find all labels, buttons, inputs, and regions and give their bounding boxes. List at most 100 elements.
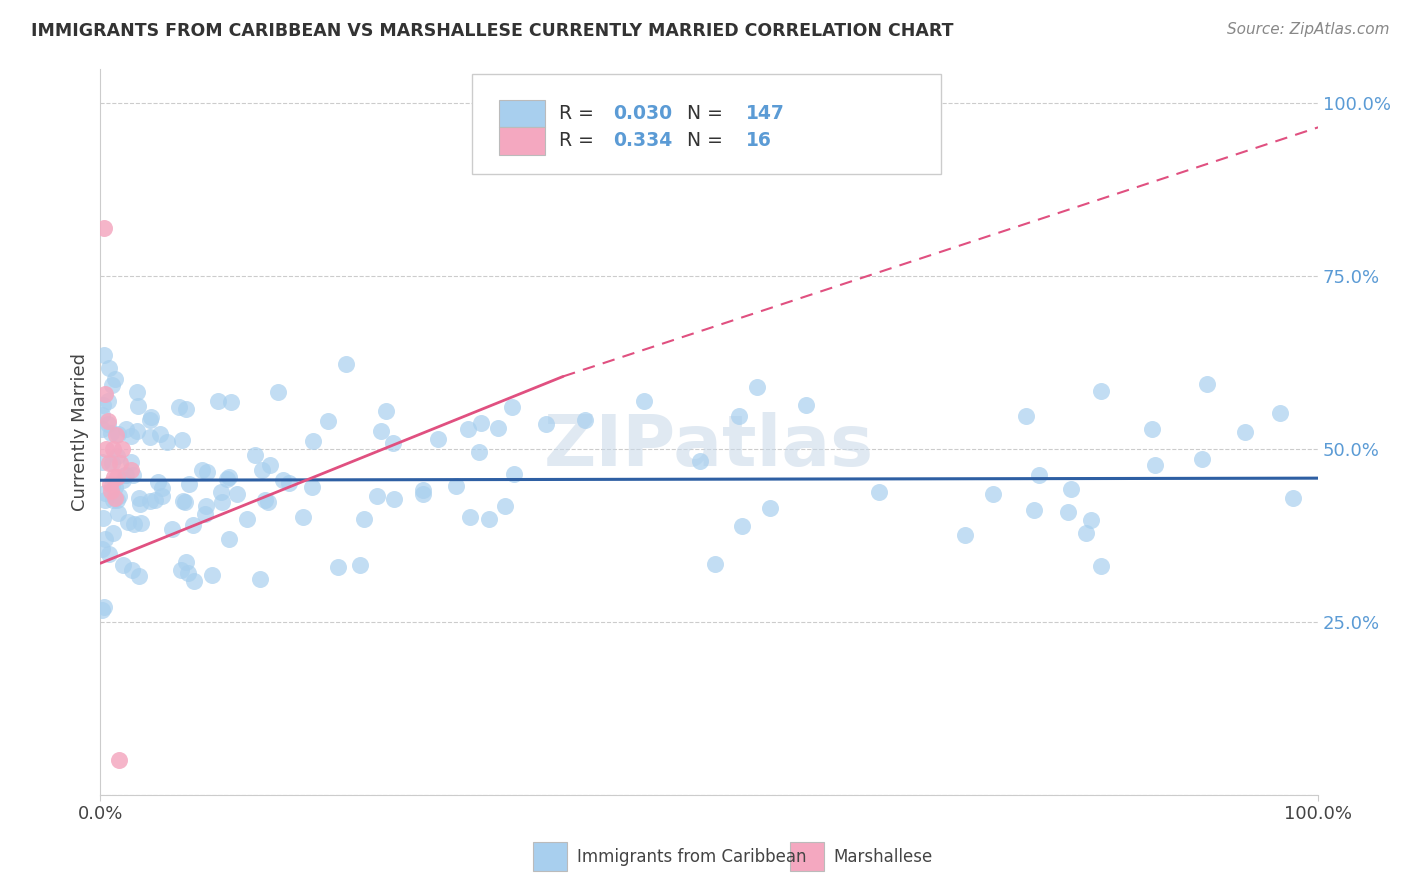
Point xyxy=(195,466,218,480)
Point xyxy=(794,398,817,412)
Point xyxy=(574,413,596,427)
Point xyxy=(209,484,232,499)
Point xyxy=(259,458,281,472)
Point xyxy=(731,519,754,533)
Point xyxy=(101,456,124,470)
Point xyxy=(277,476,299,491)
Point xyxy=(100,483,122,498)
Point xyxy=(494,499,516,513)
Point xyxy=(382,436,405,450)
Point xyxy=(316,413,339,427)
Point xyxy=(127,399,149,413)
Point xyxy=(114,468,136,483)
Point xyxy=(105,469,128,483)
Point xyxy=(120,455,142,469)
Point xyxy=(94,386,117,401)
Point xyxy=(121,563,143,577)
Point xyxy=(105,449,128,463)
Point xyxy=(335,357,357,371)
Point xyxy=(444,479,467,493)
Text: ZIPatlas: ZIPatlas xyxy=(544,412,875,481)
Point xyxy=(689,454,711,468)
Point xyxy=(100,478,122,492)
Point xyxy=(249,573,271,587)
Point xyxy=(97,417,120,432)
Point xyxy=(1090,559,1112,574)
Point xyxy=(94,486,117,500)
Point xyxy=(370,424,392,438)
Point xyxy=(128,491,150,506)
Point xyxy=(107,506,129,520)
Text: R =: R = xyxy=(560,131,600,151)
Point xyxy=(236,512,259,526)
Point xyxy=(267,384,290,399)
Point xyxy=(1191,452,1213,467)
Text: N =: N = xyxy=(688,104,730,123)
Point xyxy=(103,526,125,541)
Point xyxy=(353,512,375,526)
Point xyxy=(217,472,239,486)
Point xyxy=(105,428,128,442)
Point xyxy=(326,559,349,574)
Point xyxy=(103,469,125,483)
FancyBboxPatch shape xyxy=(499,100,546,128)
FancyBboxPatch shape xyxy=(533,842,567,871)
Point xyxy=(107,427,129,442)
Point xyxy=(1015,409,1038,424)
Point xyxy=(174,495,197,509)
Point xyxy=(502,467,524,482)
Point xyxy=(115,468,138,483)
Point xyxy=(301,434,323,449)
Text: N =: N = xyxy=(688,131,730,151)
Point xyxy=(128,568,150,582)
Point xyxy=(128,497,150,511)
FancyBboxPatch shape xyxy=(499,127,546,154)
Point xyxy=(183,574,205,588)
Point xyxy=(172,494,194,508)
Point xyxy=(91,455,114,469)
Point xyxy=(250,463,273,477)
Point xyxy=(177,476,200,491)
Point xyxy=(703,557,725,571)
Point xyxy=(1057,505,1080,519)
Point xyxy=(177,566,200,581)
Point xyxy=(374,404,396,418)
Point xyxy=(143,492,166,507)
Point xyxy=(291,510,314,524)
Text: Source: ZipAtlas.com: Source: ZipAtlas.com xyxy=(1226,22,1389,37)
Point xyxy=(160,522,183,536)
Point xyxy=(108,456,131,470)
Point xyxy=(1143,458,1166,473)
Point xyxy=(91,398,114,412)
Point xyxy=(501,401,523,415)
Point xyxy=(115,422,138,436)
Point xyxy=(1282,491,1305,505)
Point xyxy=(194,508,217,522)
Point xyxy=(139,412,162,426)
Point xyxy=(117,515,139,529)
Point xyxy=(129,516,152,530)
Point xyxy=(94,493,117,508)
Point xyxy=(470,416,492,430)
Point xyxy=(97,414,120,428)
Point xyxy=(104,480,127,494)
Point xyxy=(96,442,118,456)
Point xyxy=(104,491,127,505)
FancyBboxPatch shape xyxy=(472,74,941,174)
Point xyxy=(107,489,129,503)
Point xyxy=(382,492,405,507)
Point xyxy=(91,510,114,524)
Point xyxy=(201,568,224,582)
Point xyxy=(458,510,481,524)
Point xyxy=(366,489,388,503)
Point xyxy=(219,395,242,409)
Point xyxy=(97,394,120,409)
Point xyxy=(349,558,371,573)
Point xyxy=(120,429,142,443)
Point xyxy=(412,483,434,498)
Text: 0.334: 0.334 xyxy=(613,131,672,151)
Point xyxy=(271,474,294,488)
Point xyxy=(122,517,145,532)
Point xyxy=(1268,406,1291,420)
Point xyxy=(1140,422,1163,436)
